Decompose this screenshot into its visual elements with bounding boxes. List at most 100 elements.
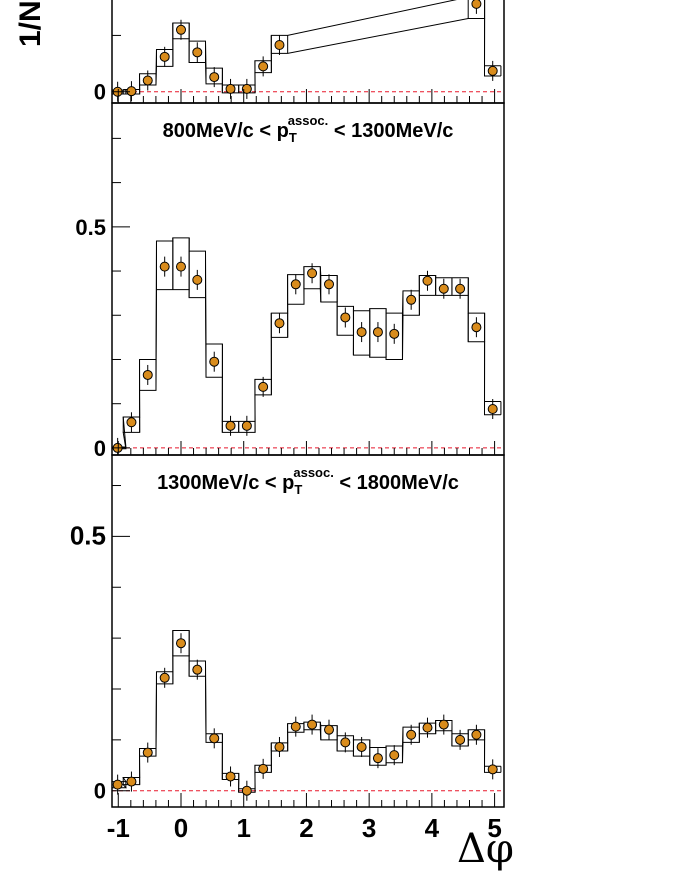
data-point (307, 719, 318, 730)
data-point (274, 741, 285, 752)
panel-label-post: < 1800MeV/c (334, 472, 459, 494)
data-point (175, 261, 186, 272)
data-point (290, 279, 301, 290)
data-point (324, 724, 335, 735)
panel-frame (111, 102, 505, 456)
data-point (471, 0, 482, 9)
data-point (422, 275, 433, 286)
panel-3: 0 0.5 1300MeV/c < pTassoc. < 1800MeV/c (70, 454, 505, 808)
data-point (274, 39, 285, 50)
panel-label-sub: T (294, 482, 302, 497)
data-point (175, 638, 186, 649)
data-point (159, 51, 170, 62)
panel-label-pre: 800MeV/c < p (163, 120, 289, 142)
x-tick-label: 3 (362, 813, 376, 843)
data-point (192, 274, 203, 285)
panel-label-sup: assoc. (288, 113, 328, 128)
data-point (471, 322, 482, 333)
data-point (372, 753, 383, 764)
data-point (258, 61, 269, 72)
sys-upper-band (112, 237, 501, 448)
data-point (438, 719, 449, 730)
sys-lower-band (112, 288, 501, 450)
sys-upper-band (112, 630, 501, 790)
x-tick-label: -1 (107, 813, 130, 843)
data-point (159, 672, 170, 683)
data-point (142, 75, 153, 86)
data-point (487, 65, 498, 76)
panel-frame (111, 0, 505, 104)
data-point (274, 318, 285, 329)
data-point (340, 737, 351, 748)
data-point (406, 294, 417, 305)
x-tick-label: 2 (299, 813, 313, 843)
data-point (438, 283, 449, 294)
data-point (307, 268, 318, 279)
x-tick-label: 5 (487, 813, 501, 843)
sys-upper-band (112, 0, 501, 91)
y-tick-label: 0 (94, 80, 106, 105)
data-point (471, 729, 482, 740)
data-point (159, 261, 170, 272)
panel-label-pre: 1300MeV/c < p (157, 472, 294, 494)
plot-area-3 (112, 630, 504, 801)
data-point (389, 750, 400, 761)
x-tick-label: 4 (425, 813, 440, 843)
data-point (142, 747, 153, 758)
data-point (126, 86, 137, 97)
panel-2: 0 0.5 800MeV/c < pTassoc. < 1300MeV/c (75, 102, 505, 461)
y-axis-label: 1/N (14, 0, 47, 47)
data-point (126, 417, 137, 428)
data-point (225, 771, 236, 782)
x-axis: -1 0 1 2 3 4 5 (107, 813, 502, 843)
data-point (455, 283, 466, 294)
data-point (192, 664, 203, 675)
data-point (209, 356, 220, 367)
plot-area-1 (112, 0, 504, 102)
x-tick-label: 1 (236, 813, 250, 843)
plot-area-2 (112, 237, 504, 455)
data-point (209, 72, 220, 83)
panel-1: 0 (94, 0, 505, 105)
data-point (126, 776, 137, 787)
data-point (241, 420, 252, 431)
data-point (241, 83, 252, 94)
data-point (175, 24, 186, 35)
panel-label-post: < 1300MeV/c (328, 120, 453, 142)
data-point (340, 312, 351, 323)
data-point (290, 721, 301, 732)
data-point (372, 327, 383, 338)
data-point (389, 328, 400, 339)
x-axis-label: Δφ (457, 826, 514, 872)
data-point (455, 734, 466, 745)
sys-lower-band (112, 18, 501, 95)
panel-label-sup: assoc. (293, 465, 333, 480)
x-tick-label: 0 (174, 813, 188, 843)
y-tick-label: 0 (94, 779, 106, 804)
data-point (225, 83, 236, 94)
panel-frame (111, 454, 505, 808)
panel-label: 1300MeV/c < pTassoc. < 1800MeV/c (157, 465, 459, 497)
data-point (225, 420, 236, 431)
data-point (422, 722, 433, 733)
y-tick-label: 0.5 (75, 215, 106, 240)
panel-label: 800MeV/c < pTassoc. < 1300MeV/c (163, 113, 454, 145)
data-point (487, 404, 498, 415)
data-point (258, 381, 269, 392)
data-point (258, 763, 269, 774)
data-point (192, 47, 203, 58)
data-point (406, 729, 417, 740)
panel-label-sub: T (289, 130, 297, 145)
y-tick-label: 0 (94, 436, 106, 461)
data-point (356, 741, 367, 752)
data-point (356, 327, 367, 338)
y-tick-label: 0.5 (70, 520, 106, 550)
data-point (142, 369, 153, 380)
data-point (324, 279, 335, 290)
data-point (209, 733, 220, 744)
data-point (487, 764, 498, 775)
data-point (112, 779, 123, 790)
data-point (241, 785, 252, 796)
